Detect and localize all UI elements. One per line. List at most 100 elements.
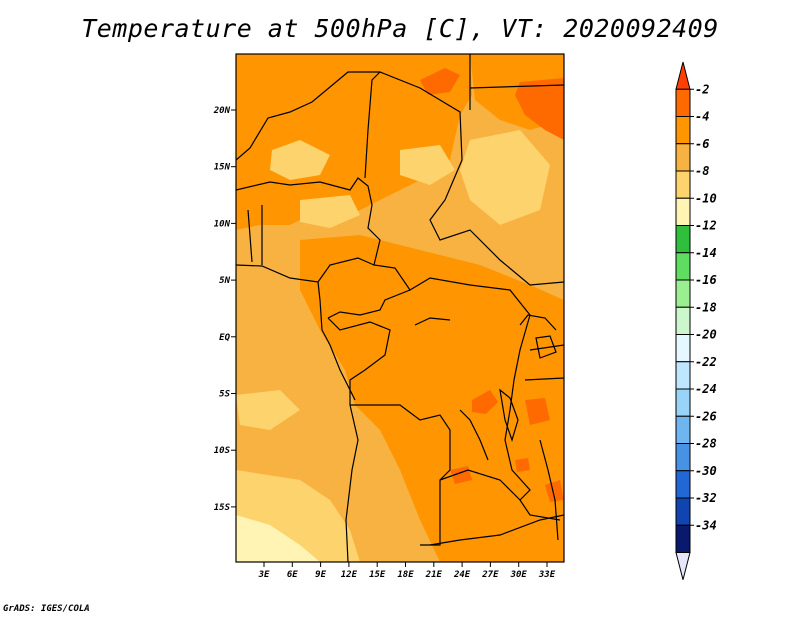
- latitude-axis: 20N 15N 10N 5N EQ 5S 10S 15S: [213, 106, 231, 513]
- field-warm-mid: [472, 390, 498, 414]
- colorbar-label: -28: [695, 437, 717, 451]
- coastline: [317, 281, 356, 401]
- lat-tick-label: 20N: [213, 106, 231, 116]
- colorbar-label: -26: [695, 409, 717, 423]
- colorbar-label: -24: [695, 382, 717, 396]
- border-line: [236, 177, 411, 319]
- colorbar-label: -12: [695, 219, 717, 233]
- colorbar-segment: [675, 225, 691, 254]
- colorbar-segment: [675, 252, 691, 281]
- field-light-patch-c: [300, 195, 360, 228]
- lat-tick-label: 5S: [219, 390, 230, 400]
- colorbar-label: -20: [695, 328, 717, 342]
- border-line: [429, 514, 564, 546]
- field-warm-ne-large: [515, 78, 564, 140]
- colorbar-label: -22: [695, 355, 717, 369]
- colorbar-segment: [675, 497, 691, 526]
- border-line: [539, 439, 559, 541]
- lon-tick-label: 33E: [538, 570, 556, 580]
- border-line: [439, 469, 561, 521]
- colorbar-label: -8: [695, 164, 709, 178]
- lon-tick-label: 12E: [341, 570, 358, 580]
- lake-outline: [535, 335, 557, 359]
- colorbar-label: -34: [695, 518, 717, 532]
- field-region-north: [236, 54, 472, 230]
- river-line: [459, 409, 489, 461]
- lon-tick-label: 9E: [315, 570, 326, 580]
- colorbar-label: -18: [695, 300, 717, 314]
- colorbar-label: -2: [695, 82, 709, 96]
- lon-tick-label: 27E: [481, 570, 499, 580]
- temperature-field: [236, 54, 564, 562]
- axis-ticks: [231, 109, 548, 567]
- colorbar-bottom-arrow: [675, 552, 691, 580]
- border-line: [409, 277, 531, 501]
- field-light-northeast: [460, 130, 550, 225]
- border-line: [327, 317, 391, 405]
- border-line: [364, 71, 381, 179]
- colorbar-label: -30: [695, 464, 717, 478]
- colorbar-segment: [675, 116, 691, 145]
- colorbar-segment: [675, 170, 691, 199]
- grads-credit: GrADS: IGES/COLA: [3, 604, 90, 614]
- field-warm-east-b: [545, 480, 564, 502]
- colorbar-label: -14: [695, 246, 717, 260]
- colorbar-label: -6: [695, 137, 709, 151]
- field-light-patch-d: [236, 390, 300, 430]
- field-warm-east-a: [525, 398, 550, 425]
- colorbar-top-arrow: [675, 61, 691, 90]
- colorbar-segment: [675, 88, 691, 117]
- border-line: [236, 71, 564, 286]
- border-line: [524, 377, 564, 381]
- colorbar-segment: [675, 279, 691, 308]
- river-line: [414, 317, 451, 326]
- colorbar-segment: [675, 143, 691, 172]
- lon-tick-label: 3E: [258, 570, 270, 580]
- longitude-axis: 3E 6E 9E 12E 15E 18E 21E 24E 27E 30E 33E: [258, 570, 556, 580]
- lon-tick-label: 30E: [510, 570, 528, 580]
- lat-tick-label: 5N: [219, 276, 230, 286]
- plot-frame: [235, 53, 565, 563]
- field-light-patch-a: [270, 140, 330, 180]
- lon-tick-label: 15E: [369, 570, 386, 580]
- lat-tick-label: 10N: [214, 219, 231, 229]
- border-line: [469, 84, 564, 89]
- field-warm-ne-small: [420, 68, 460, 95]
- colorbar-segment: [675, 415, 691, 444]
- border-line: [350, 404, 451, 546]
- colorbar-segment: [675, 524, 691, 553]
- colorbar-segment: [675, 443, 691, 472]
- colorbar-label: -16: [695, 273, 717, 287]
- border-line: [519, 314, 557, 331]
- lat-tick-label: 10S: [214, 446, 231, 456]
- field-pale-southwest: [236, 515, 320, 562]
- lat-tick-label: 15N: [214, 163, 231, 173]
- colorbar-segment: [675, 470, 691, 499]
- lon-tick-label: 21E: [425, 570, 443, 580]
- colorbar-segment: [675, 361, 691, 390]
- lon-tick-label: 6E: [287, 570, 298, 580]
- field-region-central: [300, 235, 564, 562]
- lake-outline: [499, 388, 519, 442]
- lon-tick-label: 24E: [453, 570, 471, 580]
- colorbar-segment: [675, 306, 691, 335]
- lat-tick-label: EQ: [219, 333, 230, 343]
- colorbar: -2 -4 -6 -8 -10 -12 -14 -16 -18 -20 -22 -24 -26 -28 -3…: [675, 61, 717, 580]
- colorbar-label: -32: [695, 491, 717, 505]
- colorbar-label: -10: [695, 191, 717, 205]
- lon-tick-label: 18E: [397, 570, 414, 580]
- chart-title: Temperature at 500hPa [C], VT: 202009240…: [81, 14, 719, 43]
- country-borders: [236, 54, 564, 562]
- border-line: [529, 344, 564, 351]
- colorbar-segment: [675, 334, 691, 363]
- colorbar-segment: [675, 197, 691, 226]
- colorbar-label: -4: [695, 110, 709, 124]
- field-light-patch-b: [400, 145, 455, 185]
- border-line: [247, 209, 253, 263]
- lat-tick-label: 15S: [214, 503, 231, 513]
- colorbar-segment: [675, 388, 691, 417]
- field-warm-lake: [515, 458, 530, 472]
- border-line: [345, 404, 359, 562]
